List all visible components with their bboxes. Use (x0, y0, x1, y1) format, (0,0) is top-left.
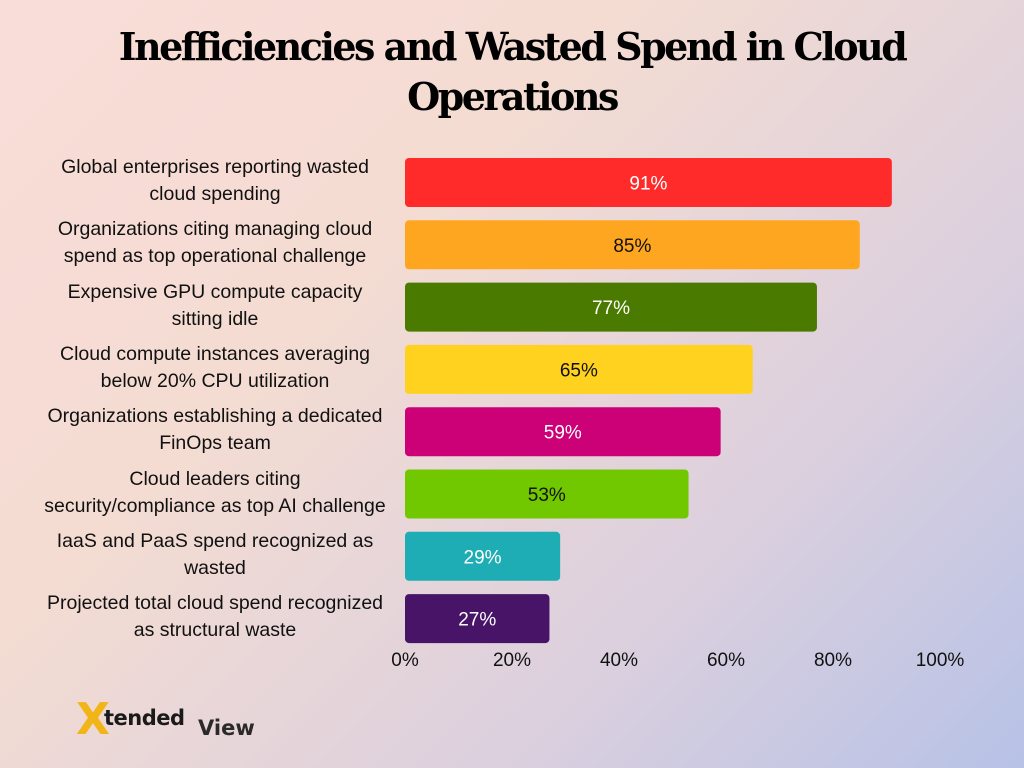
category-label-line: Global enterprises reporting wasted (61, 156, 369, 178)
bar-value-label: 85% (613, 236, 651, 257)
category-label: Organizations establishing a dedicated Fi… (30, 403, 400, 457)
logo-x-mark: X (76, 694, 110, 745)
category-label-line: Cloud compute instances averaging (59, 342, 371, 365)
bar-6 (405, 469, 689, 519)
category-label-line: cloud spending (149, 183, 281, 205)
category-label: Organizations citing managing cloud spend… (30, 216, 400, 270)
bar-2 (405, 220, 860, 270)
x-tick-label: 60% (706, 650, 746, 671)
logo-suffix: View (198, 716, 255, 740)
category-label-line: Organizations citing managing cloud (57, 218, 373, 241)
category-label: Expensive GPU compute capacity sitting id… (30, 279, 400, 333)
bar-4 (405, 344, 753, 394)
category-label-line: Organizations establishing a dedicated (47, 405, 383, 428)
category-label-line: sitting idle (171, 307, 259, 330)
bar-value-label: 77% (592, 298, 630, 319)
bar-value-label: 27% (458, 610, 496, 631)
category-label-line: spend as top operational challenge (63, 245, 367, 268)
category-label-line: FinOps team (159, 432, 271, 455)
category-label: IaaS and PaaS spend recognized as wasted (30, 528, 400, 582)
x-tick-label: 40% (599, 650, 639, 671)
x-tick-label: 100% (915, 650, 965, 671)
x-tick-label: 0% (391, 650, 419, 671)
bar-3 (405, 282, 817, 332)
category-label-line: security/compliance as top AI challenge (44, 494, 386, 517)
category-label: Global enterprises reporting wasted cloud… (30, 154, 400, 208)
category-label: Projected total cloud spend recognized as… (30, 590, 400, 644)
bar-8 (405, 594, 550, 644)
bar-1 (405, 158, 892, 207)
bar-value-label: 29% (464, 547, 502, 568)
bar-value-label: 59% (544, 423, 582, 444)
logo-wordmark: tended (104, 706, 185, 730)
x-tick-label: 20% (492, 650, 532, 671)
category-label-line: wasted (184, 556, 246, 579)
chart-title: Inefficiencies and Wasted Spend in Cloud… (118, 24, 908, 119)
category-label-line: below 20% CPU utilization (100, 369, 330, 392)
bar-value-label: 53% (528, 485, 566, 506)
category-label-line: Projected total cloud spend recognized (46, 592, 384, 615)
bar-5 (405, 407, 721, 457)
bar-7 (405, 531, 561, 581)
category-label: Cloud leaders citing security/compliance … (30, 466, 400, 520)
category-label-line: Cloud leaders citing (129, 467, 301, 490)
category-label-line: IaaS and PaaS spend recognized as (56, 529, 374, 552)
bar-value-label: 65% (560, 360, 598, 381)
bar-value-label: 91% (629, 174, 667, 195)
category-label-line: as structural waste (133, 619, 297, 642)
x-tick-label: 80% (813, 650, 853, 671)
xtendedview-logo: X tended View (76, 698, 266, 746)
category-label: Cloud compute instances averaging below 2… (30, 341, 400, 395)
category-label-line: Expensive GPU compute capacity (67, 280, 363, 303)
